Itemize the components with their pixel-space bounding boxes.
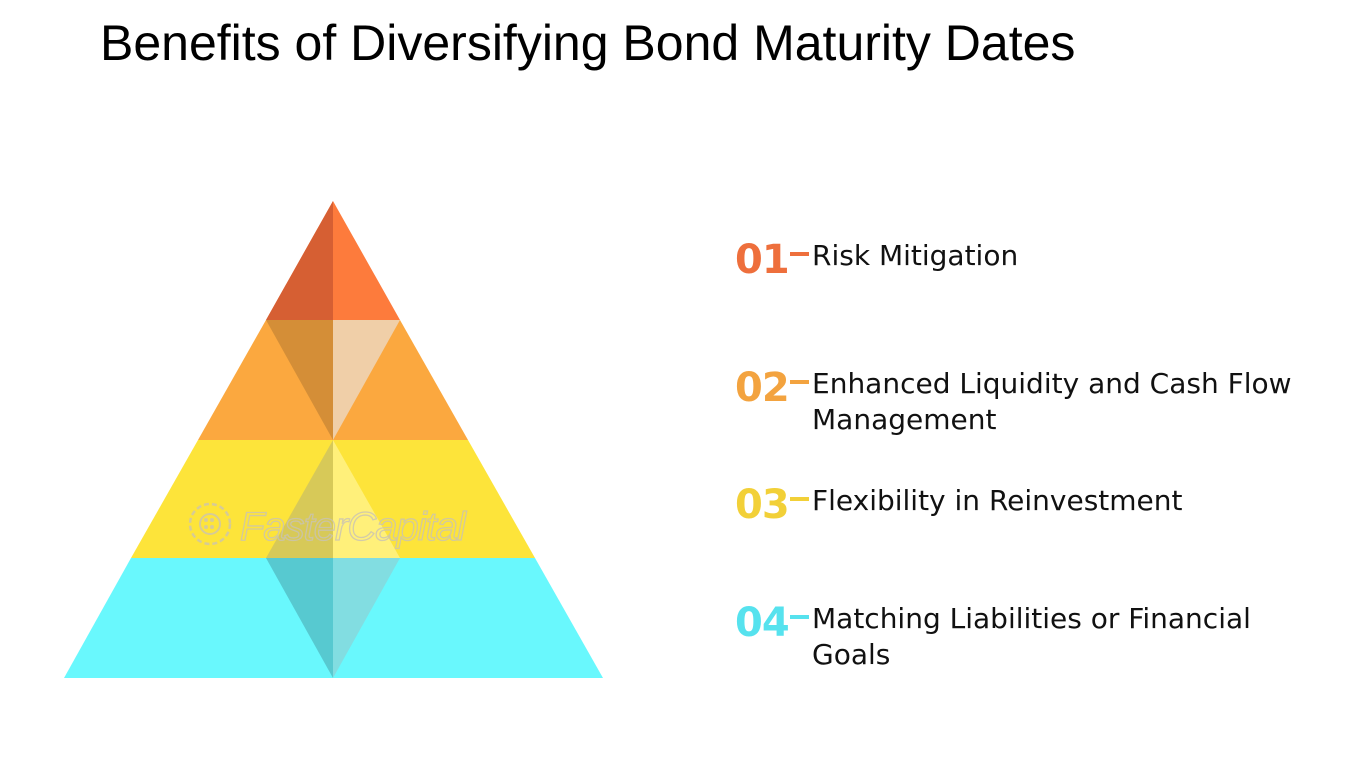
list-item-risk-mitigation: 01 Risk Mitigation (735, 238, 1322, 282)
item-number: 01 (735, 237, 790, 283)
watermark-text: FasterCapital (240, 505, 467, 549)
pyramid-level-3-shade-left (266, 440, 333, 558)
pyramid-level-2-shade-right (333, 320, 400, 440)
item-label: Flexibility in Reinvestment (812, 484, 1183, 517)
pyramid-level-1-shade (266, 201, 333, 320)
pyramid-diagram: FasterCapital (64, 201, 603, 678)
item-number: 02 (735, 365, 790, 411)
item-dash (790, 252, 809, 256)
list-item-liquidity: 02 Enhanced Liquidity and Cash Flow Mana… (735, 366, 1322, 438)
item-dash (790, 497, 809, 501)
watermark-logo (188, 502, 232, 546)
item-label: Matching Liabilities or Financial Goals (812, 602, 1251, 671)
list-item-liabilities: 04 Matching Liabilities or Financial Goa… (735, 601, 1322, 673)
item-dash (790, 615, 809, 619)
pyramid-level-3-shade-right (333, 440, 400, 558)
page-title: Benefits of Diversifying Bond Maturity D… (100, 15, 1076, 71)
pyramid-level-2-shade-left (266, 320, 333, 440)
pyramid-level-4-shade-left (266, 558, 333, 678)
list-item-reinvestment: 03 Flexibility in Reinvestment (735, 483, 1322, 527)
pyramid-level-4-shade-right (333, 558, 400, 678)
item-label: Enhanced Liquidity and Cash Flow Managem… (812, 367, 1292, 436)
item-number: 03 (735, 482, 790, 528)
item-number: 04 (735, 600, 790, 646)
item-dash (790, 380, 809, 384)
item-label: Risk Mitigation (812, 239, 1019, 272)
